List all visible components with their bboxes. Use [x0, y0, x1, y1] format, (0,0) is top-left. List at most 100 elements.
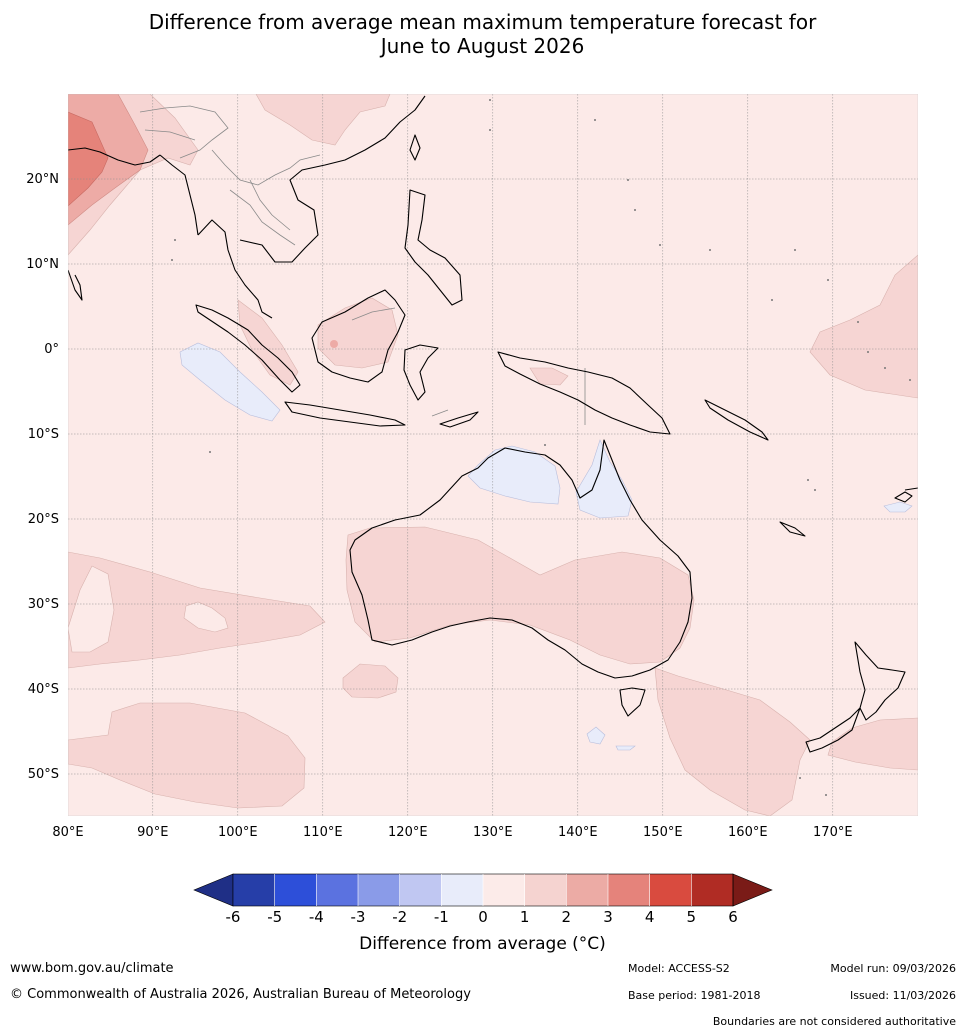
- lat-label: 40°S: [28, 682, 59, 697]
- title-line-2: June to August 2026: [380, 34, 585, 58]
- lat-label: 10°N: [26, 257, 59, 272]
- colorbar-tick: 5: [687, 908, 697, 926]
- lat-label: 20°N: [26, 172, 59, 187]
- small-islands: [171, 99, 911, 796]
- warm-region-australia: [345, 526, 695, 665]
- lon-label: 80°E: [52, 825, 83, 840]
- coast-vanuatu: [779, 521, 806, 537]
- lon-label: 110°E: [303, 825, 343, 840]
- colorbar-tick: 2: [562, 908, 572, 926]
- colorbar-dividers: [274, 874, 692, 906]
- website-link[interactable]: www.bom.gov.au/climate: [10, 961, 174, 976]
- coast-nz-north: [854, 641, 906, 721]
- warm-spot-borneo: [330, 340, 338, 348]
- colorbar-bin: [483, 874, 525, 906]
- lon-label: 100°E: [218, 825, 258, 840]
- lon-label: 160°E: [728, 825, 768, 840]
- coast-new-guinea: [497, 351, 671, 435]
- colorbar-tick: -5: [267, 908, 282, 926]
- colorbar-bin: [566, 874, 608, 906]
- issued-text: Issued: 11/03/2026: [849, 989, 956, 1002]
- warm-region-tasman: [654, 667, 811, 816]
- chart-title: Difference from average mean maximum tem…: [0, 10, 965, 58]
- colorbar-bin: [233, 874, 275, 906]
- base-period-text: Base period: 1981-2018: [628, 989, 761, 1002]
- lon-label: 170°E: [813, 825, 853, 840]
- coast-australia: [349, 439, 693, 679]
- colorbar-tick: 4: [645, 908, 655, 926]
- colorbar-tick: 6: [728, 908, 738, 926]
- warm-region-3-4: [68, 111, 109, 207]
- lat-label: 20°S: [28, 512, 59, 527]
- coast-java: [284, 401, 406, 427]
- anomaly-hole-regions: [68, 565, 229, 653]
- lat-label: 10°S: [28, 427, 59, 442]
- cool-region-tasmania-south: [586, 726, 606, 745]
- lat-label: 50°S: [28, 767, 59, 782]
- colorbar-tick: -1: [434, 908, 449, 926]
- coast-sulawesi: [403, 344, 439, 401]
- coast-timor: [439, 411, 479, 428]
- lat-label: 30°S: [28, 597, 59, 612]
- coast-fiji: [894, 487, 918, 503]
- cool-region-cape-york: [575, 439, 633, 519]
- colorbar-bin: [608, 874, 650, 906]
- coastlines: [68, 95, 918, 753]
- coast-tasmania: [619, 687, 646, 717]
- colorbar-tick: -2: [392, 908, 407, 926]
- colorbar-bin: [399, 874, 442, 906]
- title-line-1: Difference from average mean maximum tem…: [148, 10, 817, 34]
- colorbar-tick: -6: [226, 908, 241, 926]
- coast-nz-south: [805, 707, 861, 753]
- hole-west-ocean-1: [68, 565, 115, 653]
- graticule: [68, 94, 918, 816]
- coast-sumatra: [195, 304, 301, 393]
- lon-label: 150°E: [643, 825, 683, 840]
- cool-region-tasmania-dot: [615, 745, 636, 751]
- cool-region-west-sumatra: [179, 342, 281, 422]
- warm-region-south-indian: [342, 663, 399, 699]
- colorbar-bin: [274, 874, 317, 906]
- map-area[interactable]: [68, 94, 918, 816]
- cool-region-fiji: [883, 501, 913, 513]
- colorbar-tick: 0: [478, 908, 488, 926]
- lon-label: 120°E: [388, 825, 428, 840]
- lon-label: 140°E: [558, 825, 598, 840]
- warm-region-new-guinea: [529, 367, 569, 386]
- colorbar-tick: 1: [520, 908, 530, 926]
- lon-label: 130°E: [473, 825, 513, 840]
- coast-bay-of-bengal: [159, 154, 199, 236]
- colorbar-bin: [691, 874, 733, 906]
- disclaimer-text: Boundaries are not considered authoritat…: [712, 1015, 956, 1028]
- colorbar-tick: 3: [603, 908, 613, 926]
- coast-solomons: [704, 399, 769, 441]
- colorbar-label: Difference from average (°C): [359, 934, 606, 954]
- coast-philippines: [404, 189, 463, 306]
- lat-axis-labels: 20°N 10°N 0° 10°S 20°S 30°S 40°S 50°S: [26, 172, 59, 782]
- model-text: Model: ACCESS-S2: [628, 962, 730, 975]
- colorbar: [193, 873, 773, 907]
- colorbar-bin: [441, 874, 483, 906]
- hole-west-ocean-2: [183, 601, 229, 633]
- colorbar-bin: [316, 874, 358, 906]
- lon-label: 90°E: [137, 825, 168, 840]
- lat-label: 0°: [44, 342, 59, 357]
- cool-region-timor-sea: [467, 445, 561, 505]
- country-borders: [139, 105, 586, 425]
- coast-taiwan: [409, 134, 421, 161]
- warm-region-east-pacific: [809, 254, 918, 399]
- warm-region-southern-ocean: [68, 702, 306, 809]
- copyright-text: © Commonwealth of Australia 2026, Austra…: [10, 987, 471, 1002]
- anomaly-cool-regions: [179, 342, 913, 751]
- colorbar-low-extension: [193, 873, 234, 907]
- colorbar-tick: -3: [351, 908, 366, 926]
- colorbar-tick: -4: [309, 908, 324, 926]
- colorbar-tick-labels: -6 -5 -4 -3 -2 -1 0 1 2 3 4 5 6: [226, 908, 738, 926]
- coast-borneo: [311, 289, 406, 383]
- coast-india: [68, 147, 161, 301]
- coast-mainland-sea: [197, 95, 426, 319]
- colorbar-bin: [524, 874, 567, 906]
- lon-axis-labels: 80°E 90°E 100°E 110°E 120°E 130°E 140°E …: [52, 825, 852, 840]
- colorbar-bin: [358, 874, 400, 906]
